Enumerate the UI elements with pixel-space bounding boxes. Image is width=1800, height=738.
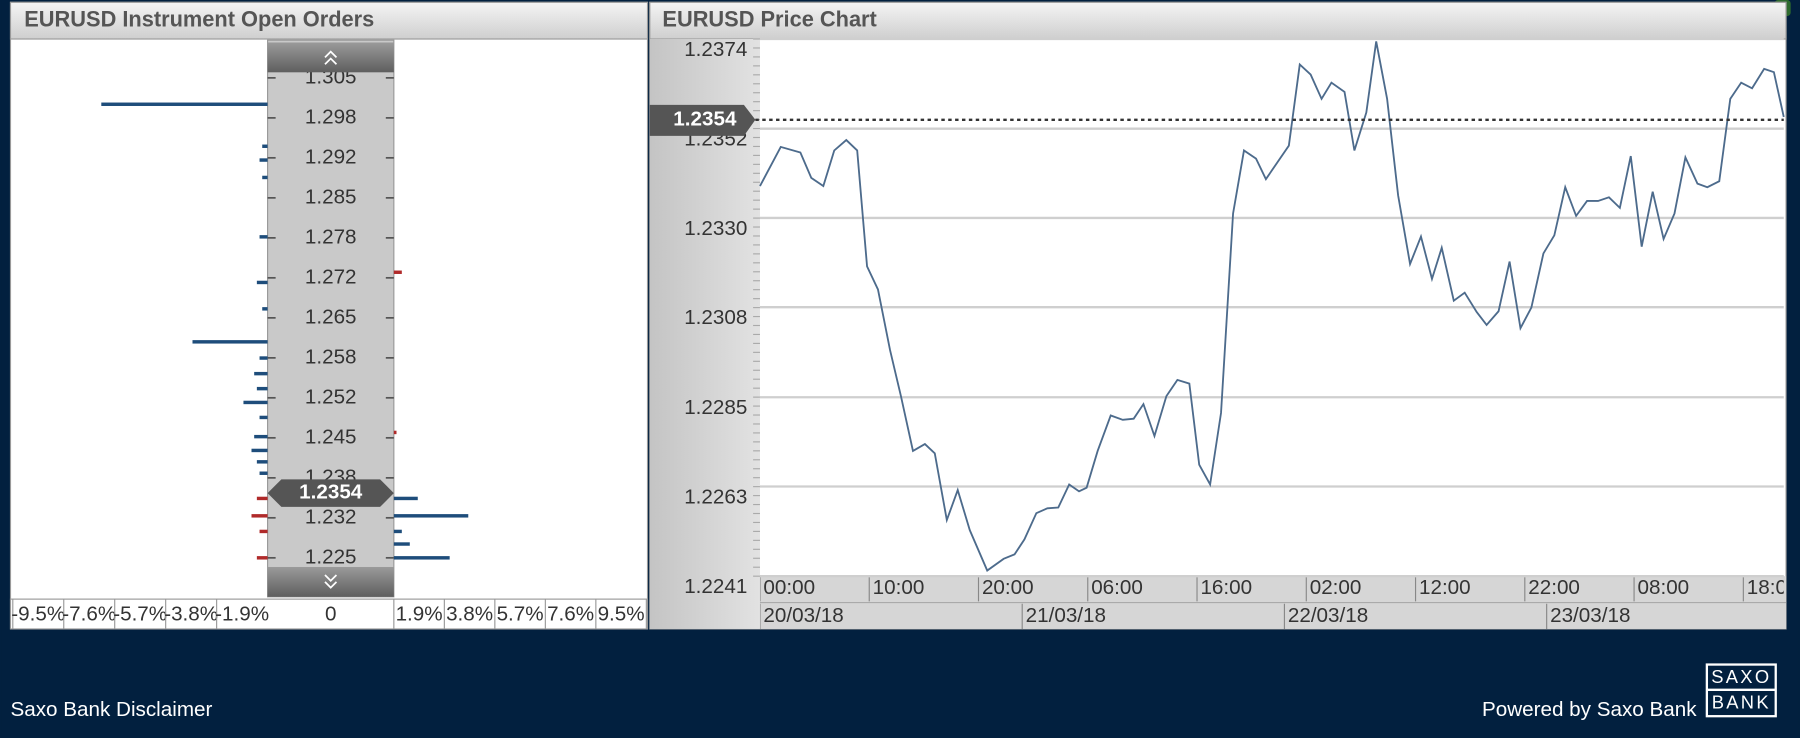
logo-text: BANK xyxy=(1712,691,1771,712)
x-tick-label: 1.9% xyxy=(396,603,443,626)
y-tick-label: 1.2241 xyxy=(684,575,747,598)
order-bar xyxy=(393,514,469,518)
price-marker xyxy=(649,104,756,136)
x-tick-label: -7.6% xyxy=(62,603,116,626)
price-marker-label: 1.2354 xyxy=(673,107,737,130)
y-tick-label: 1.265 xyxy=(305,305,357,328)
order-bar xyxy=(192,340,268,344)
date-label: 21/03/18 xyxy=(1026,604,1106,627)
x-tick-label: 22:00 xyxy=(1528,576,1580,599)
panel-header xyxy=(9,1,649,40)
y-axis-area xyxy=(649,39,760,629)
order-bar xyxy=(393,496,418,501)
chart-panel xyxy=(649,1,1787,630)
y-tick-label: 1.298 xyxy=(305,105,357,128)
y-tick-label: 1.2374 xyxy=(684,38,747,61)
x-tick-label: 00:00 xyxy=(763,576,815,599)
x-tick-label: 10:00 xyxy=(873,576,925,599)
order-bar xyxy=(251,448,268,453)
x-tick-label: -9.5% xyxy=(11,603,65,626)
chevron xyxy=(324,50,338,65)
order-bar xyxy=(259,471,268,475)
y-tick-label: 1.285 xyxy=(305,185,357,208)
order-bar xyxy=(262,307,268,311)
order-bar xyxy=(393,542,410,546)
y-tick-label: 1.2330 xyxy=(684,217,747,240)
order-bar xyxy=(259,356,268,360)
price-marker xyxy=(267,479,394,507)
order-bar xyxy=(256,280,268,285)
order-bar xyxy=(256,460,268,464)
date-label: 22/03/18 xyxy=(1288,604,1368,627)
y-tick-label: 1.225 xyxy=(305,545,357,568)
date-label: 20/03/18 xyxy=(763,604,843,627)
order-bar xyxy=(259,158,268,162)
y-tick-label: 1.278 xyxy=(305,225,357,248)
order-bar xyxy=(254,371,268,376)
order-bar xyxy=(393,556,450,560)
order-bar xyxy=(243,400,268,405)
order-bar xyxy=(256,556,268,560)
order-bar xyxy=(256,496,268,501)
x-tick-label: 12:00 xyxy=(1419,576,1471,599)
y-tick-label: 1.2308 xyxy=(684,306,747,329)
x-tick-label: 08:00 xyxy=(1638,576,1690,599)
panel-title: EURUSD Price Chart xyxy=(662,6,876,31)
y-tick-label: 1.2263 xyxy=(684,485,747,508)
x-tick-label: 5.7% xyxy=(497,603,544,626)
powered-by: Powered by Saxo Bank xyxy=(1482,698,1697,721)
x-axis-labels: 00:00 10:00 20:00 06:00 16:00 02:00 12:00 22:00… xyxy=(759,576,1799,629)
x-tick-label: 7.6% xyxy=(547,603,594,626)
y-tick-label: 1.292 xyxy=(305,145,357,168)
order-bar xyxy=(262,144,268,148)
order-bar xyxy=(262,175,268,180)
order-bar xyxy=(254,434,268,439)
x-tick-label: 16:00 xyxy=(1200,576,1252,599)
x-tick-label: 20:00 xyxy=(982,576,1034,599)
x-tick-label: 0 xyxy=(325,603,336,626)
y-tick-label: 1.245 xyxy=(305,425,357,448)
logo-text: SAXO xyxy=(1711,666,1771,687)
panel-title: EURUSD Instrument Open Orders xyxy=(24,6,374,31)
order-bar xyxy=(259,529,268,534)
x-tick-label: -5.7% xyxy=(113,603,167,626)
disclaimer-link[interactable]: Saxo Bank Disclaimer xyxy=(10,698,212,721)
x-tick-label: -3.8% xyxy=(164,603,218,626)
x-tick-label: 3.8% xyxy=(446,603,493,626)
y-tick-label: 1.232 xyxy=(305,505,357,528)
y-tick-label: 1.252 xyxy=(305,385,357,408)
x-tick-label: 18:00 xyxy=(1747,576,1799,599)
price-line xyxy=(759,41,1785,572)
x-tick-label: 9.5% xyxy=(598,603,645,626)
date-label: 23/03/18 xyxy=(1550,604,1630,627)
order-bar xyxy=(259,415,268,420)
order-bar xyxy=(393,430,397,435)
scale-row xyxy=(9,598,649,630)
price-marker-label: 1.2354 xyxy=(299,481,363,504)
order-bar xyxy=(393,529,402,534)
y-tick-label: 1.258 xyxy=(305,345,357,368)
x-tick-label: -1.9% xyxy=(215,603,269,626)
y-tick-label: 1.2285 xyxy=(684,396,747,419)
order-bar xyxy=(256,386,268,391)
x-tick-label: 02:00 xyxy=(1310,576,1362,599)
y-tick-label: 1.272 xyxy=(305,265,357,288)
order-bar xyxy=(393,270,402,274)
order-bar xyxy=(259,235,268,239)
chevron xyxy=(324,574,338,589)
order-bar xyxy=(251,514,268,518)
order-bar xyxy=(101,102,268,106)
x-tick-label: 06:00 xyxy=(1091,576,1143,599)
